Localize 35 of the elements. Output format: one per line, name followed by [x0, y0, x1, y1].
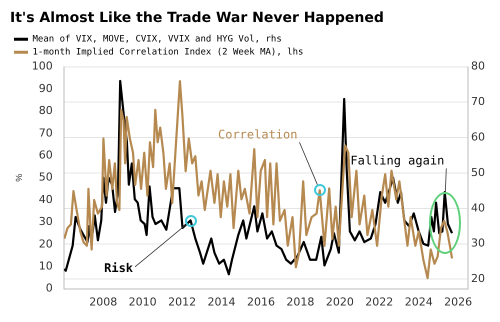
y-tick-label: 50	[38, 170, 53, 184]
y2-tick-label: 20	[471, 272, 486, 286]
legend-label: 1-month Implied Correlation Index (2 Week MA), lhs	[32, 48, 304, 58]
y-tick-label: 20	[38, 237, 53, 250]
x-tick-label: 2024	[404, 295, 433, 308]
y-axis-title: %	[14, 174, 24, 182]
x-tick-label: 2026	[444, 295, 472, 308]
x-tick-label: 2010	[128, 295, 157, 308]
y2-tick-label: 60	[471, 130, 486, 144]
x-tick-label: 2008	[89, 295, 118, 308]
x-tick-label: 2018	[286, 295, 314, 308]
y-tick-label: 90	[38, 82, 53, 95]
y-tick-label: 60	[38, 148, 53, 162]
y-tick-label: 10	[38, 259, 53, 272]
annotation: Risk	[104, 260, 134, 275]
y-tick-label: 80	[38, 104, 53, 118]
y2-tick-label: 70	[471, 95, 486, 108]
y2-tick-label: 50	[471, 166, 486, 179]
y-tick-label: 0	[46, 282, 53, 295]
annotation: Falling again	[350, 153, 444, 168]
x-tick-label: 2022	[365, 295, 394, 308]
x-tick-label: 2014	[208, 295, 236, 308]
y2-tick-label: 30	[471, 236, 486, 250]
chart-title: It's Almost Like the Trade War Never Happened	[10, 10, 384, 26]
x-tick-label: 2012	[168, 295, 196, 308]
y-tick-label: 40	[38, 192, 53, 206]
y2-tick-label: 80	[471, 60, 486, 73]
y-tick-label: 100	[32, 60, 53, 73]
y-tick-label: 70	[38, 126, 53, 140]
y2-tick-label: 40	[471, 201, 486, 214]
annotation: Correlation	[218, 127, 298, 142]
x-tick-label: 2020	[326, 295, 354, 308]
y-tick-label: 30	[38, 215, 53, 228]
x-tick-label: 2016	[246, 295, 275, 308]
legend-label: Mean of VIX, MOVE, CVIX, VVIX and HYG Vol, rhs	[32, 34, 282, 45]
